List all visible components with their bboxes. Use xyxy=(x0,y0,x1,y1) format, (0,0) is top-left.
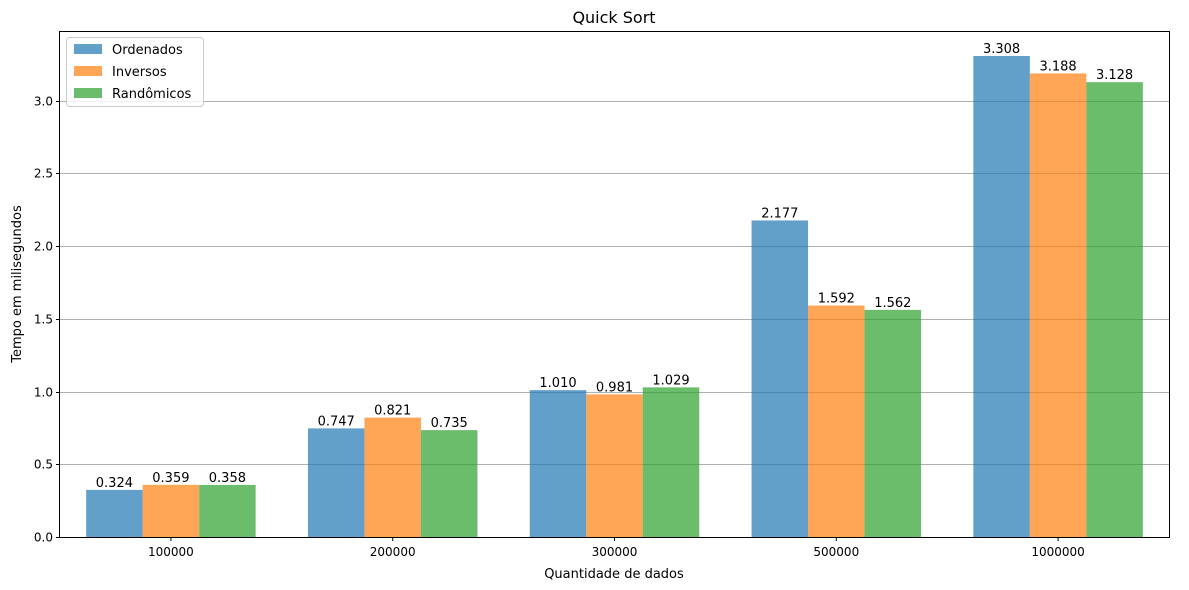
bar-inversos-200000 xyxy=(364,417,421,537)
x-tick-label: 100000 xyxy=(148,545,194,559)
y-axis-label: Tempo em milisegundos xyxy=(10,205,25,364)
bar-ordenados-500000 xyxy=(751,220,809,537)
bar-randomicos-100000 xyxy=(199,484,256,537)
x-axis-label: Quantidade de dados xyxy=(544,567,684,582)
bar-ordenados-100000 xyxy=(86,489,143,537)
y-tick-label: 0.0 xyxy=(34,531,53,545)
bar-ordenados-1000000 xyxy=(973,55,1030,538)
bar-randomicos-300000 xyxy=(642,387,700,537)
bar-value-label: 3.308 xyxy=(983,42,1020,57)
chart-title: Quick Sort xyxy=(572,8,655,27)
bar-ordenados-200000 xyxy=(307,428,365,537)
bar-value-label: 1.010 xyxy=(539,376,576,391)
bar-value-label: 1.029 xyxy=(652,373,689,388)
x-axis-ticks: 100000 200000 300000 500000 1000000 xyxy=(148,537,1085,559)
y-tick-label: 0.5 xyxy=(34,458,53,472)
legend-swatch-ordenados xyxy=(74,44,102,54)
legend-swatch-inversos xyxy=(74,66,102,76)
bar-ordenados-300000 xyxy=(529,390,587,537)
bar-value-label: 0.735 xyxy=(431,416,468,431)
bar-inversos-100000 xyxy=(142,484,200,537)
y-tick-label: 1.5 xyxy=(34,313,53,327)
x-tick-label: 500000 xyxy=(813,545,859,559)
legend-swatch-randomicos xyxy=(74,88,102,98)
x-tick-label: 200000 xyxy=(370,545,416,559)
bar-randomicos-500000 xyxy=(864,309,922,537)
bar-randomicos-200000 xyxy=(420,430,478,537)
bar-value-label: 0.324 xyxy=(96,476,133,491)
bar-randomicos-1000000 xyxy=(1086,82,1143,538)
x-tick-label: 1000000 xyxy=(1031,545,1084,559)
y-tick-label: 2.0 xyxy=(34,240,53,254)
bar-value-labels: 0.324 0.359 0.358 0.747 0.821 0.735 1.010 0.981… xyxy=(96,42,1133,491)
legend-label-inversos: Inversos xyxy=(112,65,167,80)
bar-inversos-1000000 xyxy=(1029,73,1087,538)
legend: Ordenados Inversos Randômicos xyxy=(66,37,204,107)
bar-value-label: 0.981 xyxy=(596,380,633,395)
y-tick-label: 1.0 xyxy=(34,386,53,400)
x-tick-label: 300000 xyxy=(592,545,638,559)
legend-label-randomicos: Randômicos xyxy=(112,87,192,102)
bar-value-label: 3.128 xyxy=(1096,68,1133,83)
bar-value-label: 0.359 xyxy=(152,471,189,486)
bar-inversos-500000 xyxy=(808,305,865,537)
bar-inversos-300000 xyxy=(586,394,643,537)
bar-value-label: 0.821 xyxy=(374,404,411,419)
bar-value-label: 0.747 xyxy=(318,414,355,429)
legend-label-ordenados: Ordenados xyxy=(112,43,183,58)
bar-value-label: 2.177 xyxy=(761,206,798,221)
y-tick-label: 3.0 xyxy=(34,95,53,109)
bar-value-label: 1.592 xyxy=(818,292,855,307)
bars xyxy=(86,55,1143,538)
bar-value-label: 0.358 xyxy=(209,471,246,486)
y-axis-ticks: 0.0 0.5 1.0 1.5 2.0 2.5 3.0 xyxy=(34,95,60,545)
y-tick-label: 2.5 xyxy=(34,167,53,181)
bar-value-label: 3.188 xyxy=(1039,59,1076,74)
bar-value-label: 1.562 xyxy=(874,296,911,311)
